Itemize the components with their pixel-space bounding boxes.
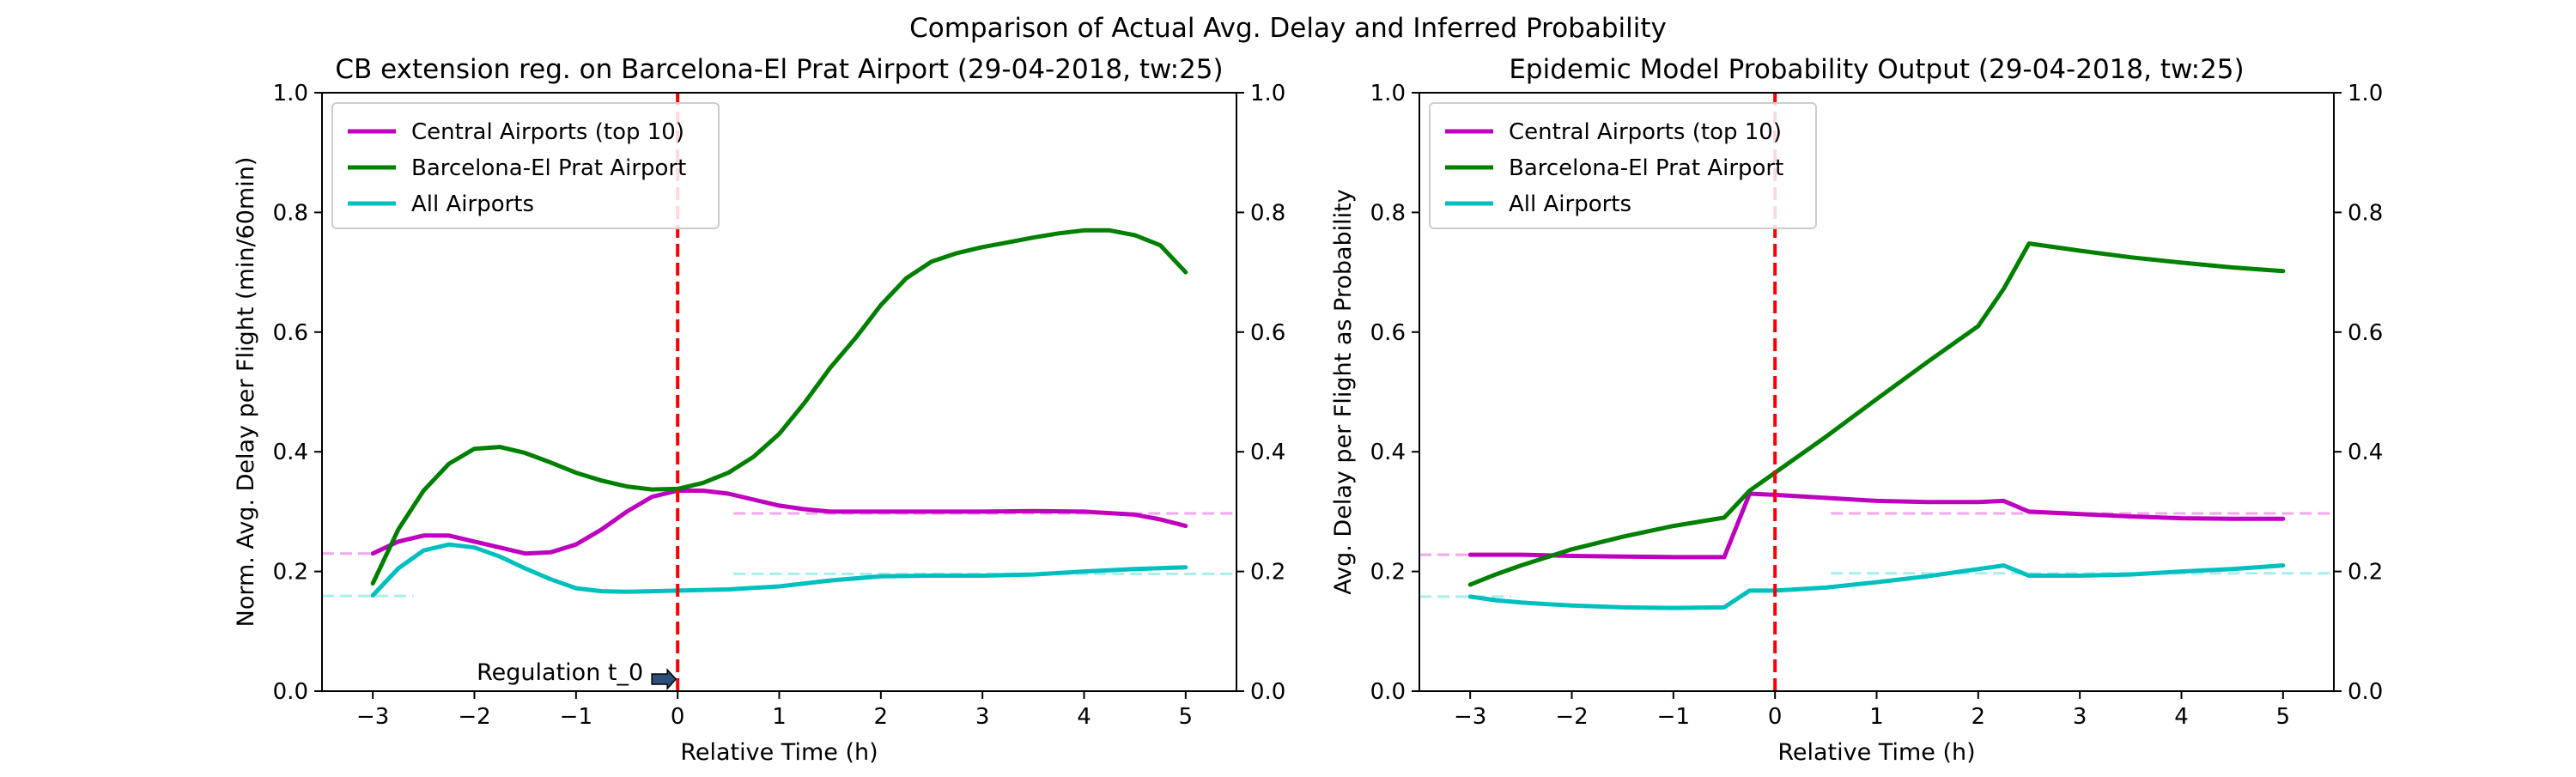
x-axis-label: Relative Time (h) <box>680 739 878 766</box>
legend-label-2: All Airports <box>411 191 534 217</box>
x-tick-label: 2 <box>874 704 889 730</box>
legend-label-1: Barcelona-El Prat Airport <box>411 155 686 181</box>
right-chart-panel: Epidemic Model Probability Output (29-04… <box>1330 54 2383 766</box>
x-tick-label: 3 <box>975 704 990 730</box>
legend-label-0: Central Airports (top 10) <box>411 119 684 145</box>
y-tick-label: 0.8 <box>273 200 308 226</box>
right-y-tick-label: 0.2 <box>2348 560 2383 586</box>
legend-label-2: All Airports <box>1509 191 1631 217</box>
x-tick-label: −3 <box>1454 704 1486 730</box>
x-tick-label: −3 <box>356 704 389 730</box>
y-tick-label: 0.4 <box>1370 440 1406 465</box>
legend-label-1: Barcelona-El Prat Airport <box>1509 155 1783 181</box>
right-y-tick-label: 0.0 <box>1250 679 1285 705</box>
x-tick-label: −2 <box>458 704 490 730</box>
x-tick-label: −2 <box>1555 704 1588 730</box>
right-y-tick-label: 0.2 <box>1250 560 1285 586</box>
y-tick-label: 0.2 <box>1370 560 1406 586</box>
x-axis-label: Relative Time (h) <box>1777 739 1975 766</box>
y-tick-label: 0.8 <box>1370 200 1406 226</box>
series-line-0 <box>1467 491 2286 560</box>
y-tick-label: 0.0 <box>1370 679 1406 705</box>
right-y-tick-label: 0.6 <box>2348 320 2383 346</box>
y-tick-label: 1.0 <box>273 81 308 106</box>
x-tick-label: 3 <box>2073 704 2087 730</box>
x-tick-label: 0 <box>1768 704 1783 730</box>
y-tick-label: 1.0 <box>1370 81 1406 106</box>
y-tick-label: 0.4 <box>273 440 308 465</box>
x-tick-label: 2 <box>1971 704 1986 730</box>
y-axis-label: Norm. Avg. Delay per Flight (min/60min) <box>233 157 259 628</box>
right-y-tick-label: 0.8 <box>2348 200 2383 226</box>
series-line-1 <box>370 228 1188 586</box>
legend <box>331 102 720 229</box>
x-tick-label: −1 <box>560 704 592 730</box>
y-axis-label: Avg. Delay per Flight as Probability <box>1330 189 1357 595</box>
right-y-tick-label: 0.0 <box>2348 679 2383 705</box>
right-y-tick-label: 0.8 <box>1250 200 1285 226</box>
chart-title: CB extension reg. on Barcelona-El Prat A… <box>335 54 1223 85</box>
right-y-tick-label: 0.4 <box>2348 440 2383 465</box>
legend <box>1429 102 1817 229</box>
x-tick-label: 5 <box>2276 704 2291 730</box>
x-tick-label: 4 <box>2174 704 2189 730</box>
annotation-arrow-icon <box>651 668 677 690</box>
y-tick-label: 0.6 <box>1370 320 1406 346</box>
chart-title: Epidemic Model Probability Output (29-04… <box>1509 54 2244 85</box>
right-y-tick-label: 0.4 <box>1250 440 1285 465</box>
right-y-tick-label: 1.0 <box>1250 81 1285 106</box>
x-tick-label: 4 <box>1077 704 1091 730</box>
figure-suptitle: Comparison of Actual Avg. Delay and Infe… <box>909 13 1667 44</box>
series-line-2 <box>370 542 1188 598</box>
x-tick-label: −1 <box>1657 704 1690 730</box>
legend-label-0: Central Airports (top 10) <box>1509 119 1782 145</box>
y-tick-label: 0.0 <box>273 679 308 705</box>
x-tick-label: 1 <box>1869 704 1884 730</box>
y-tick-label: 0.2 <box>273 560 308 586</box>
x-tick-label: 0 <box>671 704 685 730</box>
series-line-0 <box>370 489 1188 556</box>
x-tick-label: 1 <box>772 704 787 730</box>
left-chart-panel: CB extension reg. on Barcelona-El Prat A… <box>233 54 1285 766</box>
y-tick-label: 0.6 <box>273 320 308 346</box>
right-y-tick-label: 1.0 <box>2348 81 2383 106</box>
right-y-tick-label: 0.6 <box>1250 320 1285 346</box>
series-line-1 <box>1467 241 2286 587</box>
regulation-annotation: Regulation t_0 <box>477 659 643 686</box>
series-line-2 <box>1467 563 2286 610</box>
x-tick-label: 5 <box>1179 704 1194 730</box>
